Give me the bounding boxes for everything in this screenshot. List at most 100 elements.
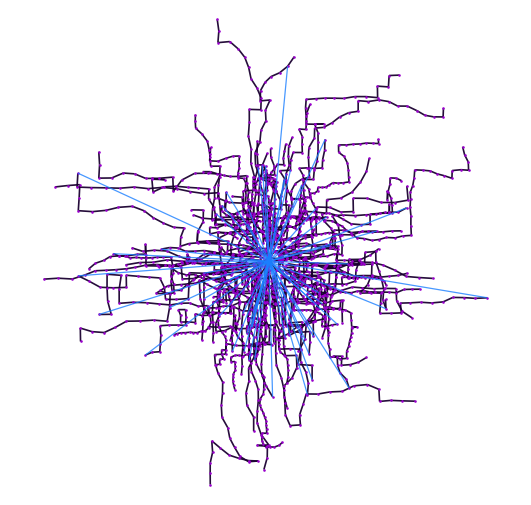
Point xyxy=(285,278,293,286)
Point xyxy=(269,281,278,289)
Point xyxy=(294,233,302,241)
Point xyxy=(261,323,270,331)
Point xyxy=(366,211,374,219)
Point xyxy=(244,64,253,72)
Point xyxy=(268,227,277,235)
Point xyxy=(326,388,334,396)
Point xyxy=(215,323,223,331)
Point xyxy=(251,377,260,385)
Point xyxy=(341,306,349,314)
Point xyxy=(148,176,156,184)
Point xyxy=(323,307,332,315)
Point xyxy=(262,429,271,437)
Point xyxy=(245,119,254,127)
Point xyxy=(141,250,150,259)
Point xyxy=(168,261,177,269)
Point xyxy=(228,251,236,260)
Point xyxy=(347,317,356,325)
Point xyxy=(317,286,326,294)
Point xyxy=(217,275,226,283)
Point xyxy=(297,345,305,353)
Point xyxy=(372,248,380,256)
Point xyxy=(339,216,347,224)
Point xyxy=(313,188,322,196)
Point xyxy=(250,275,259,283)
Point xyxy=(220,271,229,279)
Point xyxy=(169,281,178,289)
Point xyxy=(122,265,131,273)
Point xyxy=(302,118,311,126)
Point xyxy=(333,362,342,370)
Point xyxy=(117,272,125,280)
Point xyxy=(263,251,271,260)
Point xyxy=(250,344,258,352)
Point xyxy=(253,350,262,358)
Point xyxy=(252,352,260,361)
Point xyxy=(342,355,351,363)
Point xyxy=(234,264,243,272)
Point xyxy=(88,328,96,336)
Point xyxy=(370,285,378,293)
Point xyxy=(249,227,258,235)
Point xyxy=(328,321,337,329)
Point xyxy=(238,208,246,216)
Point xyxy=(320,124,328,132)
Point xyxy=(217,277,226,285)
Point xyxy=(233,211,241,219)
Point xyxy=(402,182,411,190)
Point xyxy=(193,228,202,236)
Point xyxy=(239,187,247,195)
Point xyxy=(300,196,309,205)
Point xyxy=(301,231,310,239)
Point xyxy=(217,244,225,252)
Point xyxy=(198,336,206,344)
Point xyxy=(242,239,251,247)
Point xyxy=(256,342,264,350)
Point xyxy=(258,372,266,380)
Point xyxy=(247,323,256,331)
Point xyxy=(326,354,335,362)
Point xyxy=(244,196,252,204)
Point xyxy=(270,322,278,330)
Point xyxy=(194,302,203,311)
Point xyxy=(218,414,226,422)
Point xyxy=(313,273,322,281)
Point xyxy=(96,161,104,169)
Point xyxy=(244,310,253,318)
Point xyxy=(350,93,359,102)
Point xyxy=(272,187,280,195)
Point xyxy=(252,222,261,230)
Point xyxy=(316,280,325,288)
Point xyxy=(250,224,259,232)
Point xyxy=(217,271,226,279)
Point xyxy=(256,266,264,274)
Point xyxy=(224,261,232,269)
Point xyxy=(338,281,347,289)
Point xyxy=(245,357,253,365)
Point xyxy=(318,292,326,300)
Point xyxy=(234,221,243,229)
Point xyxy=(252,263,260,271)
Point xyxy=(226,300,235,309)
Point xyxy=(234,261,243,269)
Point xyxy=(263,150,271,158)
Point xyxy=(256,327,264,335)
Point xyxy=(312,95,320,104)
Point xyxy=(289,149,297,157)
Point xyxy=(203,270,211,278)
Point xyxy=(114,252,123,261)
Point xyxy=(280,310,289,318)
Point xyxy=(220,207,229,215)
Point xyxy=(145,274,153,282)
Point xyxy=(230,229,239,237)
Point xyxy=(222,196,230,205)
Point xyxy=(74,170,82,178)
Point xyxy=(244,220,253,228)
Point xyxy=(397,227,405,235)
Point xyxy=(278,224,287,232)
Point xyxy=(398,232,407,240)
Point xyxy=(263,276,271,284)
Point xyxy=(199,327,207,335)
Point xyxy=(200,190,209,198)
Point xyxy=(178,259,186,267)
